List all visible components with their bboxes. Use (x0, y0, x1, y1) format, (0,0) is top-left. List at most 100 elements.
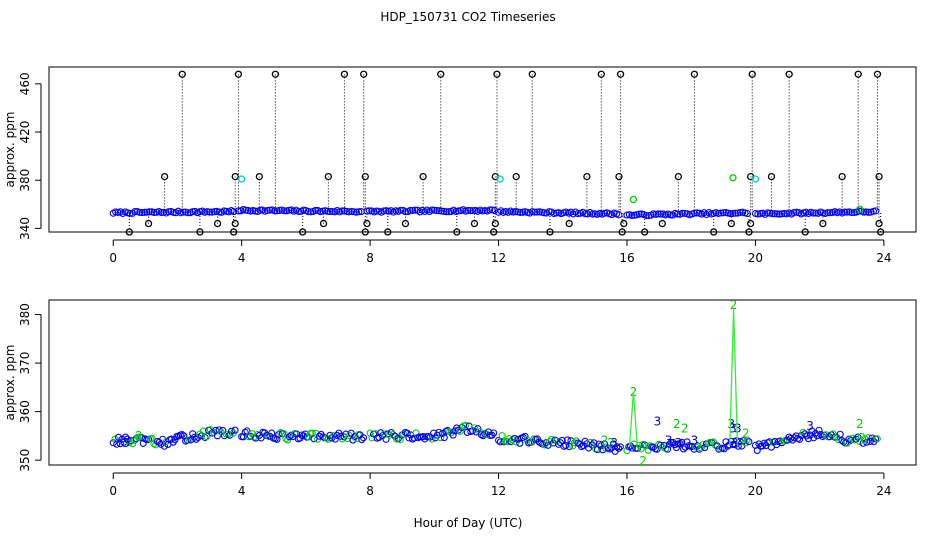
baseline-point (642, 211, 650, 220)
data-point (324, 172, 333, 181)
data-point (512, 172, 520, 181)
channel-marker: 3 (665, 434, 673, 448)
baseline-point (693, 209, 701, 217)
baseline-point (275, 430, 283, 438)
data-point (751, 175, 760, 183)
baseline-point (433, 207, 441, 215)
baseline-point (114, 433, 123, 441)
y-tick-label: 360 (18, 400, 32, 423)
baseline-point (581, 210, 589, 218)
baseline-point (486, 206, 494, 214)
baseline-point (430, 429, 438, 437)
x-tick-label: 24 (876, 484, 891, 498)
channel-marker: 3 (654, 414, 662, 428)
baseline-point (179, 208, 187, 216)
baseline-point (215, 208, 223, 216)
baseline-point (678, 209, 686, 217)
baseline-point (635, 210, 643, 218)
data-point (363, 219, 371, 228)
baseline-point (540, 209, 548, 217)
baseline-point (409, 206, 417, 215)
channel-marker: 2 (639, 454, 647, 468)
baseline-point (157, 208, 165, 217)
baseline-point (616, 443, 624, 451)
channel-marker: 3 (729, 422, 737, 436)
baseline-point (753, 446, 761, 455)
baseline-point (595, 440, 603, 448)
baseline-point (199, 427, 207, 435)
baseline-point (776, 437, 784, 445)
baseline-point (126, 209, 134, 217)
plot-frame (48, 66, 917, 233)
baseline-point (165, 208, 173, 216)
baseline-point (437, 434, 445, 442)
data-point (746, 219, 755, 228)
data-point (565, 219, 573, 228)
baseline-point (184, 209, 192, 217)
baseline-point (531, 208, 539, 216)
data-point (419, 172, 427, 181)
x-tick-label: 8 (366, 484, 374, 498)
data-point (453, 228, 461, 236)
data-point (144, 219, 153, 228)
baseline-point (796, 435, 804, 443)
baseline-point (458, 423, 466, 432)
baseline-point (372, 207, 381, 215)
data-point (160, 172, 169, 181)
baseline-point (412, 429, 420, 437)
baseline-point (490, 429, 498, 437)
data-point (299, 228, 307, 236)
baseline-point (403, 429, 411, 437)
baseline-point (692, 443, 700, 451)
baseline-point (411, 206, 419, 214)
baseline-point (472, 428, 480, 436)
baseline-point (159, 435, 167, 443)
channel-marker: 3 (675, 436, 683, 450)
data-point (213, 219, 222, 228)
data-point (231, 172, 239, 181)
baseline-point (228, 427, 236, 435)
baseline-point (841, 208, 849, 216)
y-axis-label: approx. ppm (3, 112, 17, 188)
baseline-point (358, 436, 366, 444)
data-point (361, 172, 369, 181)
baseline-point (454, 207, 462, 215)
baseline-point (822, 431, 830, 439)
baseline-point (847, 436, 855, 444)
baseline-point (727, 210, 735, 218)
baseline-point (189, 208, 197, 216)
y-axis-label: approx. ppm (3, 345, 17, 421)
baseline-point (197, 432, 206, 440)
baseline-point (256, 206, 264, 214)
baseline-point (763, 209, 772, 217)
baseline-point (446, 427, 454, 436)
baseline-point (428, 206, 436, 214)
baseline-point (113, 440, 121, 448)
baseline-point (724, 209, 732, 217)
baseline-point (812, 209, 820, 217)
baseline-point (389, 430, 397, 439)
baseline-point (588, 210, 597, 218)
baseline-point (553, 437, 561, 445)
baseline-point (736, 208, 744, 217)
x-tick-label: 16 (619, 251, 634, 265)
baseline-point (628, 444, 636, 452)
baseline-point (136, 208, 144, 216)
baseline-point (563, 436, 571, 444)
baseline-point (178, 431, 186, 439)
channel-marker: 2 (135, 429, 143, 443)
data-point (767, 172, 776, 181)
baseline-point (160, 442, 168, 450)
data-point (641, 228, 649, 236)
baseline-point (848, 209, 856, 217)
baseline-point (701, 444, 709, 452)
y-tick-label: 460 (18, 72, 32, 95)
baseline-point (349, 436, 357, 444)
baseline-point (400, 430, 408, 438)
data-point (255, 172, 263, 181)
data-point (710, 228, 718, 236)
x-tick-label: 4 (238, 484, 246, 498)
baseline-point (328, 207, 336, 216)
baseline-point (464, 206, 472, 215)
